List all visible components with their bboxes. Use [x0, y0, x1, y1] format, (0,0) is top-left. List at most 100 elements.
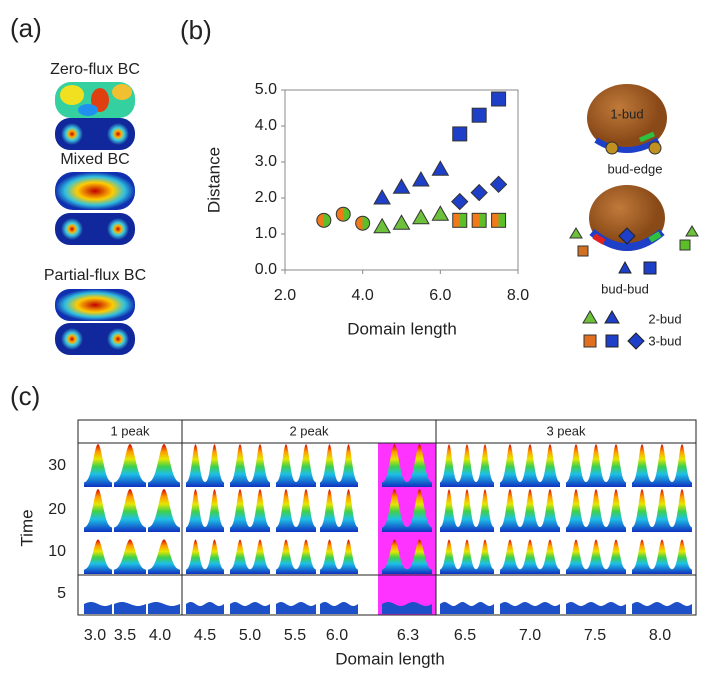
profile	[440, 539, 494, 574]
profile	[186, 539, 224, 574]
x-tick-label: 4.0	[352, 287, 374, 304]
x-tick-label: 7.5	[584, 627, 606, 644]
x-tick-label: 3.0	[84, 627, 106, 644]
point	[355, 215, 371, 231]
point	[412, 208, 430, 225]
profile	[148, 489, 180, 532]
panel-label: (b)	[180, 15, 212, 45]
grid-frame	[77, 419, 697, 616]
profile	[632, 444, 692, 487]
condition-label: Partial-flux BC	[44, 267, 146, 284]
profile	[276, 539, 316, 574]
profile	[186, 444, 224, 487]
profile	[320, 444, 358, 487]
section-label: 1 peak	[110, 423, 150, 438]
profile	[114, 489, 146, 532]
x-tick-label: 8.0	[507, 287, 529, 304]
x-tick-label: 6.0	[429, 287, 451, 304]
point	[451, 192, 469, 211]
x-tick-label: 2.0	[274, 287, 296, 304]
point	[471, 107, 487, 123]
profile	[320, 602, 358, 614]
plot: 0.0 1.0 2.0 3.0 4.0 5.0 2.0 4.0 6.0 8.0	[255, 81, 529, 304]
plot-frame	[284, 89, 519, 271]
profile	[230, 602, 270, 614]
profile	[440, 444, 494, 487]
x-tick-label: 8.0	[649, 627, 671, 644]
profile	[566, 602, 626, 614]
profile	[186, 489, 224, 532]
profile	[382, 489, 432, 532]
point	[470, 183, 488, 202]
y-tick-label: 30	[48, 457, 66, 474]
profile	[230, 489, 270, 532]
point	[471, 212, 487, 228]
y-tick-label: 2.0	[255, 189, 277, 206]
panel-label: (c)	[10, 381, 40, 411]
point	[452, 212, 468, 228]
profiles	[84, 444, 692, 614]
profile	[440, 602, 494, 614]
profile	[230, 539, 270, 574]
profile	[320, 539, 358, 574]
point	[452, 126, 468, 142]
profile	[114, 444, 146, 487]
point	[335, 206, 351, 222]
y-axis-label: Time	[17, 509, 36, 546]
y-tick-label: 3.0	[255, 153, 277, 170]
profile	[632, 602, 692, 614]
x-tick-label: 6.0	[326, 627, 348, 644]
x-axis-label: Domain length	[335, 649, 445, 668]
profile	[114, 539, 146, 574]
point	[431, 160, 450, 176]
x-tick-label: 6.3	[397, 627, 419, 644]
x-tick-label: 5.5	[284, 627, 306, 644]
y-tick-label: 4.0	[255, 117, 277, 134]
y-axis-label: Distance	[204, 147, 223, 213]
y-tick-label: 5.0	[255, 81, 277, 98]
profile	[276, 489, 316, 532]
profile	[84, 602, 112, 614]
profile	[148, 602, 180, 614]
legend-label: 2-bud	[648, 311, 681, 326]
point	[489, 175, 508, 194]
profile	[230, 444, 270, 487]
profile	[440, 489, 494, 532]
section-label: 3 peak	[546, 423, 586, 438]
labels: 30 20 10 5 3.0 3.5 4.0 4.5 5.0 5.5 6.0 6.3 6.5 7.0 7.5…	[48, 457, 671, 644]
legend	[582, 310, 645, 350]
profile	[500, 444, 560, 487]
profile	[114, 602, 146, 614]
profile	[84, 489, 112, 532]
y-tick-label: 5	[57, 585, 66, 602]
x-tick-label: 4.5	[194, 627, 216, 644]
profile	[382, 444, 432, 487]
profile	[632, 539, 692, 574]
x-axis-label: Domain length	[347, 319, 457, 338]
point	[392, 214, 411, 230]
heatmap-image	[55, 82, 135, 150]
x-tick-label: 6.5	[454, 627, 476, 644]
heatmap-image	[55, 289, 135, 355]
heatmap-image	[55, 172, 135, 245]
profile	[276, 444, 316, 487]
profile	[566, 539, 626, 574]
profile	[500, 539, 560, 574]
diagram-label: bud-edge	[608, 161, 663, 176]
legend-label: 3-bud	[648, 333, 681, 348]
point	[373, 217, 391, 234]
panel-label: (a)	[10, 13, 42, 43]
y-tick-label: 1.0	[255, 225, 277, 242]
point	[392, 178, 411, 194]
condition-label: Mixed BC	[60, 151, 129, 168]
point	[431, 205, 450, 221]
section-label: 2 peak	[289, 423, 329, 438]
x-tick-label: 5.0	[239, 627, 261, 644]
y-tick-label: 20	[48, 501, 66, 518]
condition-label: Zero-flux BC	[50, 61, 140, 78]
profile	[186, 602, 224, 614]
diagram-label: 1-bud	[610, 106, 643, 121]
profile	[84, 539, 112, 574]
profile	[500, 489, 560, 532]
